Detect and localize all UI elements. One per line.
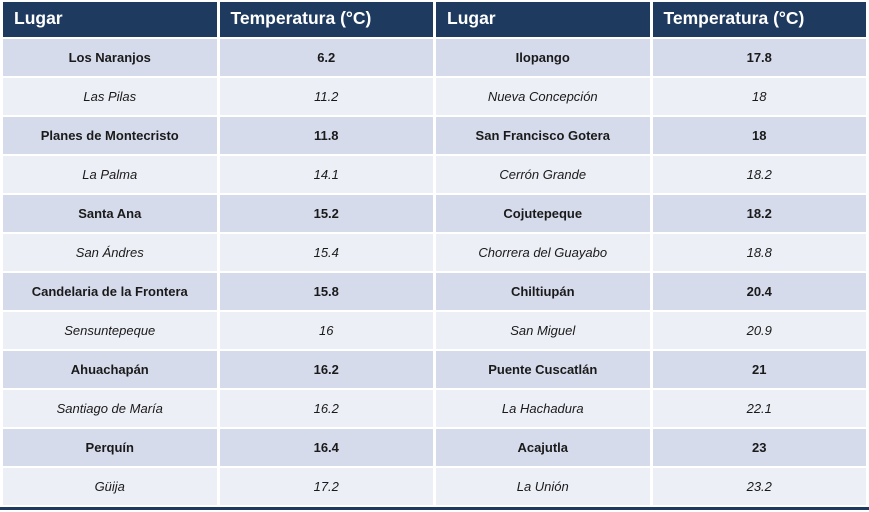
temperature-cell-right: 18	[652, 78, 866, 115]
table-row: Santa Ana 15.2 Cojutepeque 18.2	[3, 195, 866, 232]
header-lugar-left: Lugar	[3, 2, 217, 37]
temperature-cell-right: 21	[652, 351, 866, 388]
table-row: Ahuachapán 16.2 Puente Cuscatlán 21	[3, 351, 866, 388]
table-row: Candelaria de la Frontera 15.8 Chiltiupá…	[3, 273, 866, 310]
temperature-cell-left: 16	[219, 312, 433, 349]
place-cell-right: La Hachadura	[436, 390, 650, 427]
place-cell-left: Sensuntepeque	[3, 312, 217, 349]
temperature-cell-left: 11.2	[219, 78, 433, 115]
temperature-cell-left: 15.2	[219, 195, 433, 232]
temperature-cell-left: 15.4	[219, 234, 433, 271]
table-row: Güija 17.2 La Unión 23.2	[3, 468, 866, 505]
table-row: Sensuntepeque 16 San Miguel 20.9	[3, 312, 866, 349]
temperature-cell-left: 16.2	[219, 390, 433, 427]
temperature-cell-left: 11.8	[219, 117, 433, 154]
header-lugar-right: Lugar	[436, 2, 650, 37]
place-cell-left: La Palma	[3, 156, 217, 193]
place-cell-right: Nueva Concepción	[436, 78, 650, 115]
place-cell-right: Cerrón Grande	[436, 156, 650, 193]
temperature-cell-left: 17.2	[219, 468, 433, 505]
table-row: Perquín 16.4 Acajutla 23	[3, 429, 866, 466]
table-row: Las Pilas 11.2 Nueva Concepción 18	[3, 78, 866, 115]
header-row: Lugar Temperatura (°C) Lugar Temperatura…	[3, 2, 866, 37]
temperature-cell-right: 20.4	[652, 273, 866, 310]
place-cell-left: Güija	[3, 468, 217, 505]
table-row: La Palma 14.1 Cerrón Grande 18.2	[3, 156, 866, 193]
temperature-cell-left: 16.4	[219, 429, 433, 466]
temperature-cell-left: 15.8	[219, 273, 433, 310]
temperature-cell-left: 16.2	[219, 351, 433, 388]
place-cell-right: La Unión	[436, 468, 650, 505]
table-body: Los Naranjos 6.2 Ilopango 17.8 Las Pilas…	[3, 39, 866, 505]
place-cell-left: Planes de Montecristo	[3, 117, 217, 154]
table-row: San Ándres 15.4 Chorrera del Guayabo 18.…	[3, 234, 866, 271]
temperature-cell-left: 14.1	[219, 156, 433, 193]
temperature-cell-right: 23.2	[652, 468, 866, 505]
place-cell-right: Cojutepeque	[436, 195, 650, 232]
place-cell-right: Ilopango	[436, 39, 650, 76]
place-cell-left: Los Naranjos	[3, 39, 217, 76]
table-row: Planes de Montecristo 11.8 San Francisco…	[3, 117, 866, 154]
header-temperatura-left: Temperatura (°C)	[219, 2, 433, 37]
place-cell-left: Las Pilas	[3, 78, 217, 115]
place-cell-right: San Miguel	[436, 312, 650, 349]
place-cell-left: San Ándres	[3, 234, 217, 271]
temperature-cell-right: 18.2	[652, 156, 866, 193]
temperature-cell-left: 6.2	[219, 39, 433, 76]
place-cell-left: Santa Ana	[3, 195, 217, 232]
temperature-cell-right: 17.8	[652, 39, 866, 76]
temperature-cell-right: 18.8	[652, 234, 866, 271]
place-cell-right: Chorrera del Guayabo	[436, 234, 650, 271]
place-cell-right: Chiltiupán	[436, 273, 650, 310]
header-temperatura-right: Temperatura (°C)	[652, 2, 866, 37]
table-row: Los Naranjos 6.2 Ilopango 17.8	[3, 39, 866, 76]
temperature-cell-right: 20.9	[652, 312, 866, 349]
temperature-cell-right: 23	[652, 429, 866, 466]
temperature-cell-right: 18	[652, 117, 866, 154]
temperature-cell-right: 22.1	[652, 390, 866, 427]
place-cell-left: Candelaria de la Frontera	[3, 273, 217, 310]
temperature-cell-right: 18.2	[652, 195, 866, 232]
place-cell-right: San Francisco Gotera	[436, 117, 650, 154]
place-cell-left: Santiago de María	[3, 390, 217, 427]
place-cell-right: Puente Cuscatlán	[436, 351, 650, 388]
place-cell-left: Ahuachapán	[3, 351, 217, 388]
place-cell-left: Perquín	[3, 429, 217, 466]
place-cell-right: Acajutla	[436, 429, 650, 466]
table-row: Santiago de María 16.2 La Hachadura 22.1	[3, 390, 866, 427]
